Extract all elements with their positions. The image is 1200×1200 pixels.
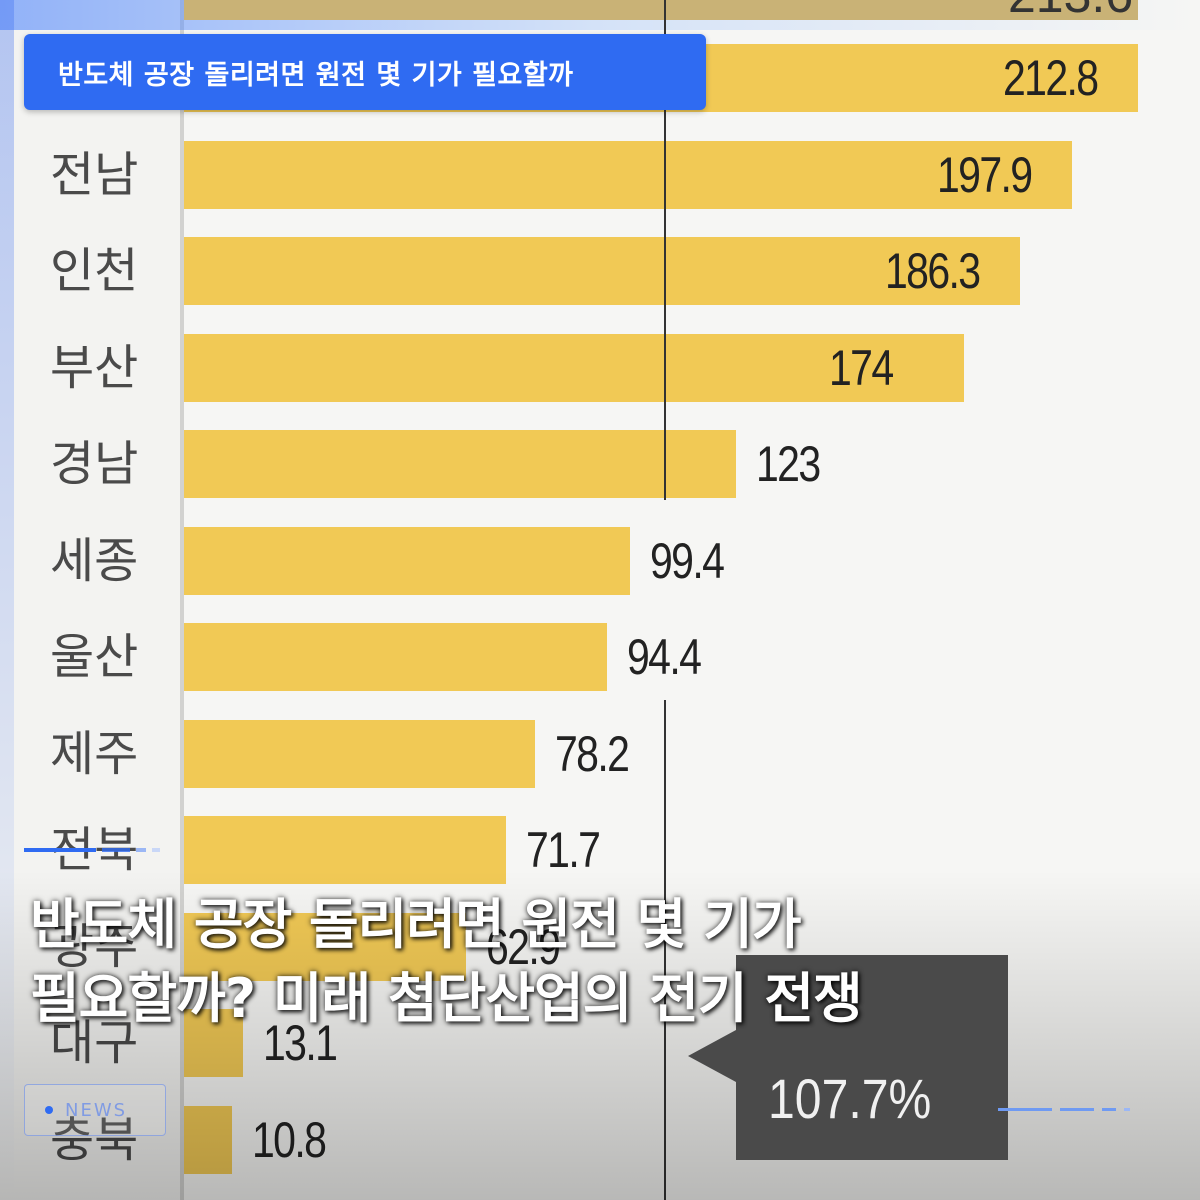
chart-bar [184, 526, 630, 595]
average-callout-pointer [688, 1030, 736, 1082]
chart-category-label: 울산 [50, 629, 139, 685]
chart-bar [184, 140, 1072, 209]
chart-bar-value: 62.9 [486, 913, 561, 981]
left-edge-glow [0, 0, 14, 1200]
average-line [664, 0, 666, 500]
chart-category-label: 인천 [50, 243, 139, 299]
headline: 반도체 공장 돌리려면 원전 몇 기가 필요할까? 미래 첨단산업의 전기 전쟁 [30, 888, 1030, 1036]
chart-bar-value: 94.4 [627, 629, 702, 685]
chart-bar [184, 1009, 243, 1077]
header-badge: 반도체 공장 돌리려면 원전 몇 기가 필요할까 [24, 34, 706, 110]
chart-bar [184, 1105, 232, 1174]
chart-bar [184, 430, 736, 498]
chart-category-label: 부산 [50, 339, 139, 396]
chart-category-label: 제주 [50, 725, 139, 782]
chart-bar [184, 912, 466, 981]
chart-category-label: 광주 [50, 913, 150, 981]
chart-bar [184, 333, 964, 402]
chart-bar-value: 186.3 [885, 243, 981, 299]
chart-bar [184, 719, 535, 788]
decorative-dash-line [24, 848, 160, 852]
chart-category-label: 대구 [50, 1009, 150, 1077]
chart-category-label: 세종 [50, 532, 139, 589]
chart-bar-value: 10.8 [252, 1106, 327, 1174]
news-tag: NEWS [24, 1084, 166, 1136]
chart-bar-value: 13.1 [263, 1009, 338, 1077]
chart-category-label: 충북 [50, 1106, 150, 1174]
news-dot-icon [45, 1106, 53, 1114]
chart-category-label: 경남 [50, 436, 139, 492]
headline-line-2: 필요할까? 미래 첨단산업의 전기 전쟁 [30, 967, 863, 1030]
chart-bar-value: 197.9 [937, 146, 1033, 203]
chart-bar-value: 212.8 [1003, 50, 1099, 106]
average-callout-value: 107.7% [768, 1067, 932, 1130]
chart-bar-value: 71.7 [526, 822, 601, 878]
news-tag-label: NEWS [65, 1099, 128, 1121]
headline-line-1: 반도체 공장 돌리려면 원전 몇 기가 [30, 893, 802, 956]
chart-bar-partial [184, 0, 1138, 20]
chart-bar [184, 816, 506, 884]
header-badge-title: 반도체 공장 돌리려면 원전 몇 기가 필요할까 [58, 59, 574, 91]
average-line-lower [664, 700, 666, 1200]
chart-axis [180, 0, 184, 1200]
chart-bar-value: 174 [829, 339, 894, 396]
decorative-dash-line-right [998, 1108, 1130, 1111]
chart-bar-partial-value: 213.6 [1008, 0, 1133, 24]
chart-bar [184, 237, 1020, 305]
chart-bar-value: 78.2 [555, 725, 630, 782]
region-column [0, 0, 182, 1200]
chart-category-label: 전남 [50, 146, 139, 203]
chart-bar [184, 623, 607, 691]
chart-bar-value: 99.4 [650, 532, 725, 589]
average-callout [736, 955, 1008, 1160]
chart-bar-value: 123 [756, 436, 821, 492]
